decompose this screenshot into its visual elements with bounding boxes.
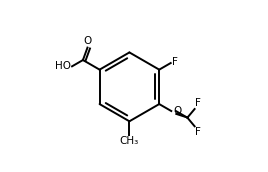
- Text: CH₃: CH₃: [120, 136, 139, 146]
- Text: F: F: [195, 98, 201, 108]
- Text: F: F: [195, 127, 201, 137]
- Text: HO: HO: [55, 61, 71, 71]
- Text: F: F: [172, 57, 178, 67]
- Text: O: O: [173, 106, 181, 116]
- Text: O: O: [83, 36, 92, 46]
